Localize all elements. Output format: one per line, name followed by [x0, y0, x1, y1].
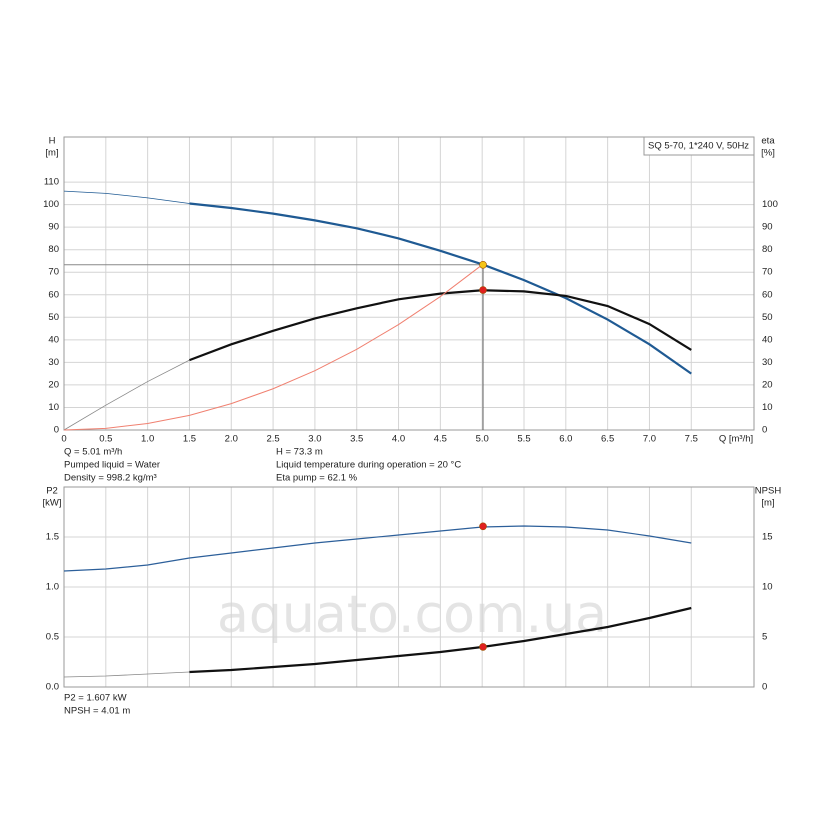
info-text: Eta pump = 62.1 % — [276, 473, 358, 484]
x-tick-label: 1.5 — [183, 434, 196, 445]
curve — [189, 289, 692, 362]
x-tick-label: 5.5 — [517, 434, 530, 445]
x-tick-label: 3.5 — [350, 434, 363, 445]
duty-point — [479, 643, 487, 651]
x-tick-label: 0 — [61, 434, 66, 445]
x-tick-label: 3.0 — [308, 434, 321, 445]
x-tick-label: 1.0 — [141, 434, 154, 445]
pump-label: SQ 5-70, 1*240 V, 50Hz — [648, 141, 749, 152]
y2-tick-label: 15 — [762, 532, 773, 543]
y-axis-label: H — [49, 136, 56, 147]
x-axis-label: Q [m³/h] — [719, 434, 753, 445]
x-tick-label: 0.5 — [99, 434, 112, 445]
watermark: aquato.com.ua — [217, 585, 607, 645]
duty-point — [479, 286, 487, 294]
y2-tick-label: 5 — [762, 632, 767, 643]
curve — [63, 190, 190, 204]
y-tick-label: 50 — [48, 312, 59, 323]
y2-tick-label: 40 — [762, 334, 773, 345]
y2-tick-label: 20 — [762, 379, 773, 390]
y-tick-label: 0.0 — [46, 682, 59, 693]
y2-tick-label: 30 — [762, 357, 773, 368]
x-tick-label: 7.0 — [643, 434, 656, 445]
info-text: P2 = 1.607 kW — [64, 693, 127, 704]
curve — [63, 671, 190, 678]
y-tick-label: 20 — [48, 379, 59, 390]
info-text: Q = 5.01 m³/h — [64, 447, 122, 458]
y-tick-label: 10 — [48, 402, 59, 413]
info-text: NPSH = 4.01 m — [64, 706, 130, 717]
curve — [189, 606, 692, 674]
x-tick-label: 5.0 — [476, 434, 489, 445]
duty-point — [479, 522, 487, 531]
info-text: Density = 998.2 kg/m³ — [64, 473, 157, 484]
y-axis-unit: [m] — [45, 148, 58, 159]
curve — [63, 525, 692, 572]
y2-tick-label: 0 — [762, 425, 767, 436]
x-tick-label: 6.5 — [601, 434, 614, 445]
y2-tick-label: 100 — [762, 199, 778, 210]
duty-point — [479, 260, 487, 269]
info-text: Pumped liquid = Water — [64, 460, 160, 471]
y-tick-label: 40 — [48, 334, 59, 345]
x-tick-label: 2.5 — [266, 434, 279, 445]
x-tick-label: 7.5 — [685, 434, 698, 445]
y2-tick-label: 50 — [762, 312, 773, 323]
x-tick-label: 2.0 — [225, 434, 238, 445]
info-text: H = 73.3 m — [276, 447, 323, 458]
y2-axis-unit: [m] — [761, 498, 774, 509]
y2-tick-label: 10 — [762, 582, 773, 593]
curve — [189, 202, 692, 375]
y-tick-label: 60 — [48, 289, 59, 300]
y-tick-label: 110 — [44, 177, 59, 188]
x-tick-label: 4.0 — [392, 434, 405, 445]
y-tick-label: 0 — [54, 425, 59, 436]
y2-axis-label: NPSH — [755, 486, 782, 497]
y2-axis-unit: [%] — [761, 148, 775, 159]
x-tick-label: 4.5 — [434, 434, 447, 445]
y2-tick-label: 70 — [762, 267, 773, 278]
y-tick-label: 100 — [43, 199, 59, 210]
y-tick-label: 1.5 — [46, 532, 59, 543]
plot-frame — [63, 486, 755, 688]
pump-label-box — [643, 136, 755, 156]
curve — [63, 264, 483, 431]
y2-axis-label: eta — [761, 136, 775, 147]
curve — [63, 359, 190, 431]
y2-tick-label: 60 — [762, 289, 773, 300]
y-axis-unit: [kW] — [43, 498, 62, 509]
y-tick-label: 30 — [48, 357, 59, 368]
y-tick-label: 1.0 — [46, 582, 59, 593]
info-text: Liquid temperature during operation = 20… — [276, 460, 461, 471]
y-tick-label: 80 — [48, 244, 59, 255]
y-axis-label: P2 — [46, 486, 58, 497]
y-tick-label: 90 — [48, 222, 59, 233]
y-tick-label: 0.5 — [46, 632, 59, 643]
y2-tick-label: 10 — [762, 402, 773, 413]
plot-frame — [63, 136, 755, 431]
y2-tick-label: 0 — [762, 682, 767, 693]
y2-tick-label: 90 — [762, 222, 773, 233]
y-tick-label: 70 — [48, 267, 59, 278]
x-tick-label: 6.0 — [559, 434, 572, 445]
y2-tick-label: 80 — [762, 244, 773, 255]
